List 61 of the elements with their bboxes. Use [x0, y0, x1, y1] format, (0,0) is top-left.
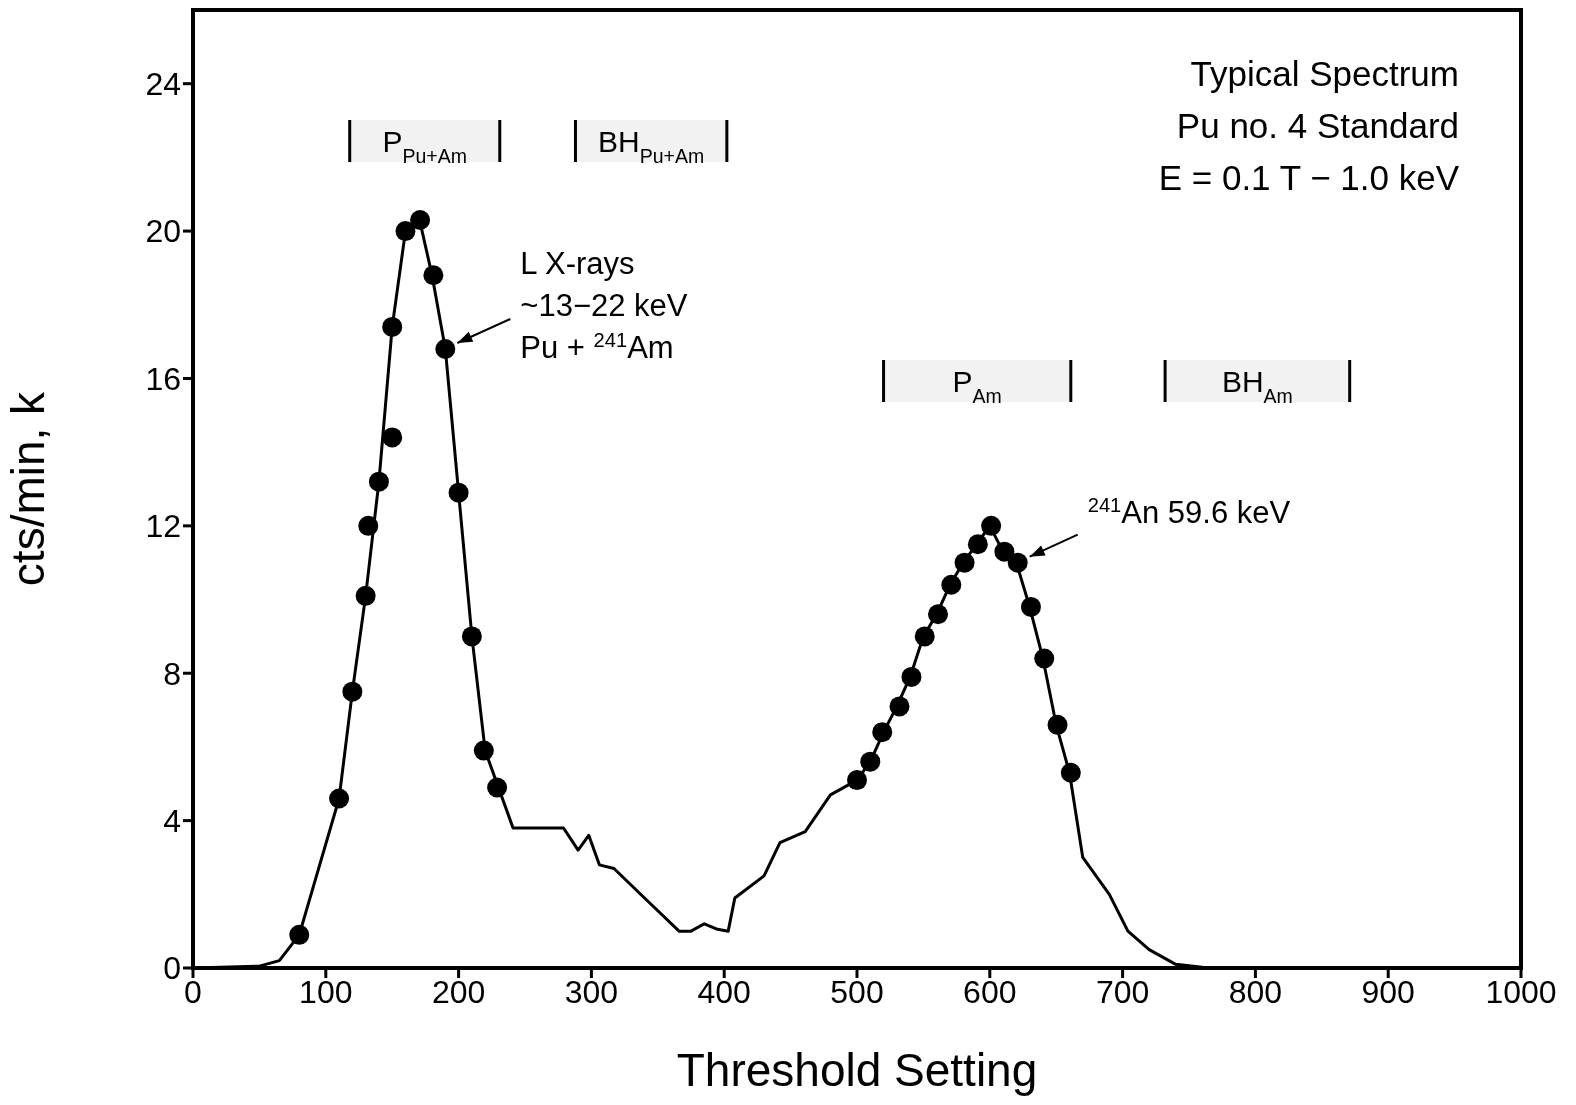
y-tick-label: 20: [145, 213, 181, 250]
point: [448, 482, 469, 503]
x-tick-label: 700: [1095, 973, 1150, 1010]
point: [889, 696, 910, 717]
point: [410, 210, 431, 231]
y-tick-label: 4: [163, 802, 181, 839]
x-tick-label: 100: [299, 973, 353, 1010]
y-tick-label: 12: [145, 508, 181, 545]
x-tick-label: 300: [564, 973, 619, 1010]
band-label: BH$_{Pu+Am}$: [598, 125, 705, 167]
point: [289, 924, 310, 945]
x-tick-label: 200: [431, 973, 486, 1010]
point: [487, 777, 508, 798]
point: [981, 515, 1002, 536]
band-label: P$_{Am}$: [952, 365, 1002, 407]
y-tick-label: 8: [163, 655, 181, 692]
point: [967, 534, 988, 555]
annotation: L X-rays ~13−22 keV Pu + $^{241}$Am: [520, 245, 688, 365]
annotation: $^{241}$An 59.6 keV: [1087, 493, 1291, 530]
band-label: BH$_{Am}$: [1221, 365, 1293, 407]
y-axis-title: cts/min, k: [2, 390, 55, 587]
point: [914, 626, 935, 647]
point: [872, 722, 893, 743]
point: [1034, 648, 1055, 669]
point: [860, 751, 881, 772]
band-label: P$_{Pu+Am}$: [382, 125, 467, 167]
point: [435, 338, 456, 359]
point: [1060, 762, 1081, 783]
point: [342, 681, 363, 702]
point: [461, 626, 482, 647]
point: [368, 471, 389, 492]
point: [473, 740, 494, 761]
point: [1007, 552, 1028, 573]
point: [395, 221, 416, 242]
x-tick-label: 400: [697, 973, 751, 1010]
point: [901, 666, 922, 687]
x-axis-title: Threshold Setting: [676, 1044, 1038, 1096]
x-tick-label: 900: [1361, 973, 1415, 1010]
annotation: Pu no. 4 Standard: [1176, 106, 1459, 145]
annotation: Typical Spectrum: [1190, 54, 1459, 93]
point: [382, 427, 403, 448]
point: [1047, 714, 1068, 735]
x-tick-label: 600: [963, 973, 1017, 1010]
annotation: E = 0.1 T − 1.0 keV: [1158, 158, 1460, 197]
point: [928, 604, 949, 625]
point: [994, 541, 1015, 562]
point: [329, 788, 350, 809]
y-tick-label: 0: [163, 950, 181, 987]
point: [423, 265, 444, 286]
point: [355, 585, 376, 606]
point: [954, 552, 975, 573]
point: [382, 316, 403, 337]
x-tick-label: 1000: [1485, 973, 1557, 1010]
point: [941, 574, 962, 595]
point: [847, 770, 867, 791]
y-tick-label: 24: [145, 66, 181, 103]
x-tick-label: 500: [830, 973, 884, 1010]
point: [1020, 596, 1041, 617]
point: [358, 515, 379, 536]
y-tick-label: 16: [145, 360, 181, 397]
x-tick-label: 800: [1228, 973, 1283, 1010]
